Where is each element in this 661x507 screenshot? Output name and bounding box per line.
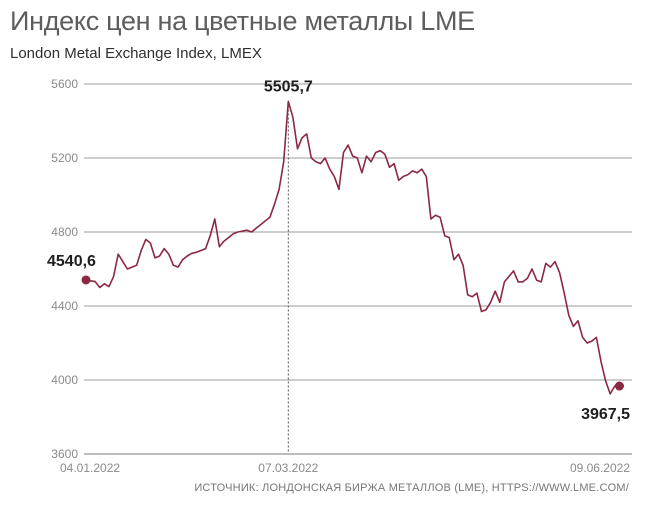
chart-title: Индекс цен на цветные металлы LME (10, 6, 475, 36)
y-tick-label: 4400 (51, 299, 78, 313)
chart-subtitle: London Metal Exchange Index, LMEX (10, 45, 262, 62)
y-axis-ticks: 3600 4000 4400 4800 5200 5600 (51, 77, 78, 461)
y-tick-label: 5200 (51, 151, 78, 165)
x-axis-ticks: 04.01.2022 07.03.2022 09.06.2022 (60, 461, 630, 475)
grid-lines (84, 83, 632, 455)
end-point-marker (614, 381, 624, 391)
series-line (85, 100, 625, 395)
x-tick-label: 07.03.2022 (258, 461, 318, 475)
y-tick-label: 5600 (51, 77, 78, 91)
y-tick-label: 3600 (51, 447, 78, 461)
annotation-peak-value: 5505,7 (264, 78, 313, 95)
annotation-end-value: 3967,5 (581, 406, 630, 423)
x-tick-label: 09.06.2022 (570, 461, 630, 475)
source-note: ИСТОЧНИК: ЛОНДОНСКАЯ БИРЖА МЕТАЛЛОВ (LME… (194, 482, 629, 494)
annotation-start-value: 4540,6 (47, 253, 96, 270)
y-tick-label: 4800 (51, 225, 78, 239)
x-tick-label: 04.01.2022 (60, 461, 120, 475)
y-tick-label: 4000 (51, 373, 78, 387)
start-point-marker (81, 275, 91, 285)
